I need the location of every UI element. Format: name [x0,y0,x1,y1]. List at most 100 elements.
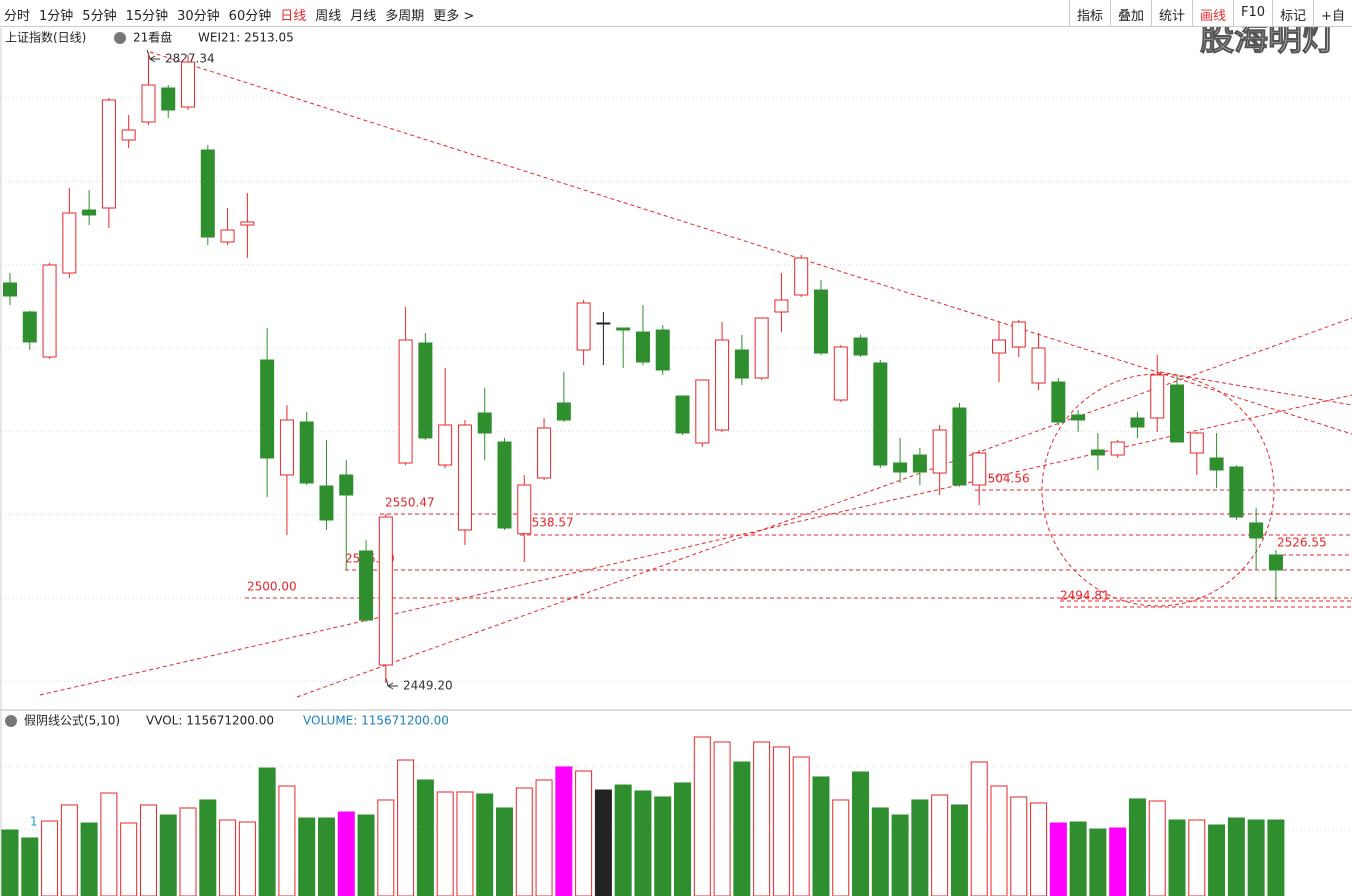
tool-button[interactable]: 指标 [1068,0,1110,26]
candle-body [517,484,532,535]
volume-bar [397,759,415,896]
volume-bar [377,799,395,896]
annotation: 2526.55 [1277,536,1327,550]
volume-bar [416,779,434,896]
candle-body [833,346,848,401]
period-tab[interactable]: 5分钟 [82,9,117,24]
tool-button[interactable]: 叠加 [1110,0,1151,26]
period-tab[interactable]: 60分钟 [228,9,272,24]
tool-button[interactable]: 标记 [1272,0,1313,26]
tool-button[interactable]: +自 [1313,0,1352,26]
trend-line [1159,371,1352,406]
chart: 上证指数(日线) 21看盘 WEI21: 2513.05 股海明灯 2827.34 244… [0,27,1352,896]
period-tab[interactable]: 15分钟 [125,9,169,24]
volume-bar [179,807,197,896]
volume-bar [1089,828,1107,896]
volume-bar [911,799,929,896]
candle-body [3,282,17,297]
volume-bar [575,770,593,896]
chart-title: 上证指数(日线) [5,30,86,45]
watermark: 股海明灯 [1200,27,1336,59]
tool-button[interactable]: F10 [1233,0,1272,26]
annotation: 2550.47 [385,496,435,510]
period-tab[interactable]: 分时 [4,9,31,24]
volume-bar [357,814,375,896]
candle-body [1249,522,1264,539]
volume-bar [496,807,513,896]
volume-bar [970,761,988,896]
tool-button[interactable]: 统计 [1151,0,1192,26]
candle-body [1011,321,1026,348]
candle-body [596,322,611,325]
candle-body [339,474,354,496]
candle-body [695,379,710,444]
badge-icon [114,32,126,44]
candle-body [240,221,255,226]
volume-bar [1208,824,1226,896]
indicator-value: WEI21: 2513.05 [198,31,294,45]
volume-bar [753,741,771,896]
tool-button[interactable]: 画线 [1192,0,1233,26]
vvol-label: VVOL: 115671200.00 [146,714,274,728]
trend-line [296,317,1352,698]
volume-bar [1267,819,1285,896]
arrow [385,677,398,690]
candle-body [359,550,374,621]
candle-body [22,311,37,343]
candle-body [1209,457,1224,471]
candle-body [299,421,314,484]
volume-bar [614,784,632,896]
volume-bar [1168,819,1186,896]
volume-bar [1049,822,1067,896]
period-tab[interactable]: 1分钟 [39,9,74,24]
volume-bar [950,804,968,896]
candle-body [774,299,789,313]
candle-body [161,87,176,111]
candle-body [1150,374,1165,419]
candle-body [1051,381,1066,423]
candle-body [121,129,136,141]
candle-body [1071,414,1086,421]
volume-bar [1109,827,1127,896]
indicator-icon [5,715,17,727]
candle-body [754,317,769,379]
volume-bar [60,804,78,896]
period-tab[interactable]: 多周期 [385,9,425,24]
volume-bar [693,736,711,896]
volume-label: VOLUME: 115671200.00 [303,714,449,728]
candle-body [813,289,828,354]
candle-body [1031,347,1046,384]
period-tab[interactable]: 周线 [315,9,342,24]
candle-body [616,327,631,331]
period-tab[interactable]: 日线 [280,9,307,24]
volume-bar [476,793,494,896]
volume-bar [1069,821,1087,896]
volume-bar [1,829,19,896]
candle-body [418,342,433,439]
volume-bar [871,807,889,896]
candle-body [82,209,97,216]
volume-bar [1148,800,1166,896]
volume-bar [772,746,790,896]
candle-body [893,462,908,473]
volume-bar [41,820,59,896]
candle-body [873,362,888,466]
candle-body [398,339,413,464]
volume-bar [1188,819,1206,896]
candle-body [101,99,116,209]
candle-body [200,149,215,238]
volume-indicator: 假阴线公式(5,10) [24,714,120,728]
candle-body [1130,417,1145,428]
volume-bar [298,817,316,896]
volume-bar [891,814,909,896]
candle-body [1170,384,1185,443]
period-tab[interactable]: 月线 [350,9,377,24]
candle-body [141,84,156,123]
volume-bar [80,822,98,896]
period-tab[interactable]: 更多 > [433,9,475,24]
candle-body [497,441,512,529]
candle-body [1189,432,1204,454]
period-tab[interactable]: 30分钟 [177,9,220,24]
volume-bar [812,776,830,896]
